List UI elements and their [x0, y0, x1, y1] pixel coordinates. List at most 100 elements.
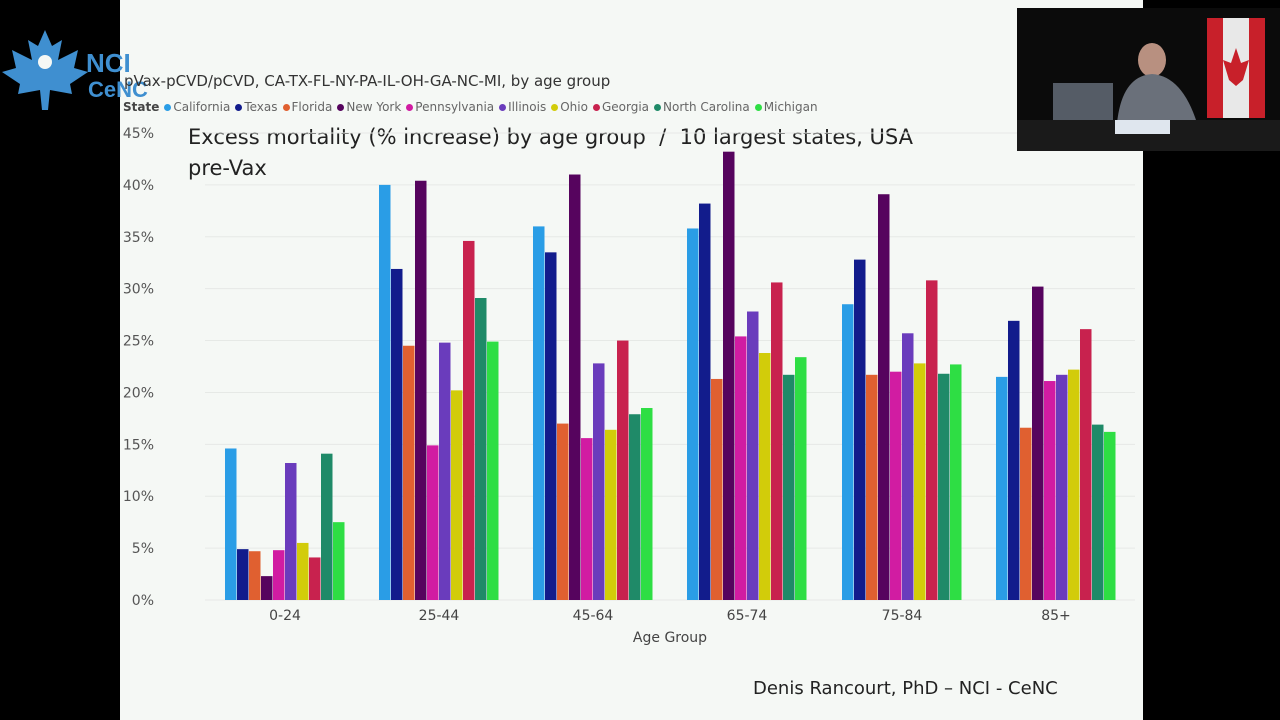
y-tick-label: 20%: [123, 385, 154, 401]
x-tick-label: 85+: [1041, 608, 1071, 624]
bar-michigan-0-24: [333, 522, 345, 600]
legend-label: Georgia: [601, 100, 650, 114]
legend-dot-icon: [406, 103, 414, 111]
bar-georgia-75-84: [926, 280, 938, 600]
legend-item[interactable]: North Carolina: [654, 100, 750, 114]
bar-illinois-25-44: [439, 342, 451, 600]
bar-illinois-85+: [1056, 374, 1068, 600]
bar-california-45-64: [533, 226, 545, 600]
legend-label: Pennsylvania: [415, 100, 495, 114]
chart-title: Excess mortality (% increase) by age gro…: [188, 122, 913, 184]
y-tick-label: 10%: [123, 489, 154, 505]
bar-florida-25-44: [403, 345, 415, 600]
bar-north-carolina-0-24: [321, 453, 333, 600]
bar-ohio-65-74: [759, 353, 771, 600]
chart-title-line2: pre-Vax: [188, 156, 267, 180]
bar-new-york-85+: [1032, 286, 1044, 600]
bar-california-75-84: [842, 304, 854, 600]
bar-georgia-25-44: [463, 240, 475, 600]
x-tick-label: 75-84: [882, 608, 923, 624]
legend-item[interactable]: Michigan: [754, 100, 818, 114]
bar-florida-0-24: [249, 551, 261, 600]
legend-dot-icon: [592, 103, 600, 111]
bar-pennsylvania-85+: [1044, 381, 1056, 600]
legend-label: California: [173, 100, 231, 114]
bar-michigan-25-44: [487, 341, 499, 600]
bar-florida-85+: [1020, 427, 1032, 600]
bar-north-carolina-85+: [1092, 424, 1104, 600]
legend-dot-icon: [282, 103, 290, 111]
footer-credit: Denis Rancourt, PhD – NCI - CeNC: [753, 678, 1058, 699]
bar-new-york-0-24: [261, 576, 273, 600]
bar-florida-45-64: [557, 423, 569, 600]
y-tick-label: 40%: [123, 178, 154, 194]
bar-texas-0-24: [237, 549, 249, 600]
bar-illinois-45-64: [593, 363, 605, 600]
legend-item[interactable]: Ohio: [551, 100, 588, 114]
legend-item[interactable]: Texas: [235, 100, 278, 114]
legend-dot-icon: [164, 103, 172, 111]
bar-michigan-85+: [1104, 431, 1116, 600]
legend-item[interactable]: Illinois: [499, 100, 546, 114]
bar-north-carolina-45-64: [629, 414, 641, 600]
chart-title-line1: Excess mortality (% increase) by age gro…: [188, 125, 914, 149]
legend-item[interactable]: Georgia: [592, 100, 650, 114]
legend-label: North Carolina: [663, 100, 750, 114]
legend-dot-icon: [499, 103, 507, 111]
bar-ohio-25-44: [451, 390, 463, 600]
bar-north-carolina-25-44: [475, 298, 487, 600]
legend-item[interactable]: California: [164, 100, 230, 114]
bar-ohio-0-24: [297, 542, 309, 600]
bar-michigan-65-74: [795, 357, 807, 600]
bar-california-65-74: [687, 228, 699, 600]
chart-subtitle: pVax-pCVD/pCVD, CA-TX-FL-NY-PA-IL-OH-GA-…: [124, 72, 611, 90]
bar-north-carolina-65-74: [783, 374, 795, 600]
bar-new-york-75-84: [878, 194, 890, 600]
x-tick-label: 65-74: [727, 608, 768, 624]
bar-pennsylvania-0-24: [273, 550, 285, 600]
x-tick-label: 45-64: [573, 608, 614, 624]
bar-florida-65-74: [711, 378, 723, 600]
legend-label: New York: [346, 100, 402, 114]
legend-dot-icon: [654, 103, 662, 111]
y-tick-label: 25%: [123, 334, 154, 350]
maple-leaf-icon: [2, 30, 88, 110]
legend-label: Texas: [244, 100, 278, 114]
bar-ohio-75-84: [914, 363, 926, 600]
bar-north-carolina-75-84: [938, 373, 950, 600]
x-tick-label: 25-44: [419, 608, 460, 624]
legend-item[interactable]: Florida: [282, 100, 332, 114]
bar-georgia-45-64: [617, 340, 629, 600]
bar-ohio-45-64: [605, 429, 617, 600]
bar-georgia-65-74: [771, 282, 783, 600]
logo-text-nci: NCI: [86, 48, 131, 78]
legend-item[interactable]: Pennsylvania: [406, 100, 494, 114]
bar-california-0-24: [225, 448, 237, 600]
bar-california-85+: [996, 376, 1008, 600]
bar-texas-45-64: [545, 252, 557, 600]
bar-illinois-65-74: [747, 311, 759, 600]
bar-illinois-75-84: [902, 333, 914, 600]
bar-georgia-85+: [1080, 329, 1092, 600]
bar-pennsylvania-45-64: [581, 438, 593, 600]
nci-logo: NCI CeNC: [0, 28, 205, 113]
logo-text-cenc: CeNC: [88, 77, 148, 102]
bar-pennsylvania-65-74: [735, 336, 747, 600]
legend-label: Illinois: [508, 100, 547, 114]
bar-illinois-0-24: [285, 463, 297, 600]
bar-ohio-85+: [1068, 369, 1080, 600]
bar-texas-75-84: [854, 259, 866, 600]
x-axis-label: Age Group: [633, 630, 707, 646]
legend-dot-icon: [235, 103, 243, 111]
bar-texas-85+: [1008, 320, 1020, 600]
y-tick-label: 5%: [132, 541, 154, 557]
bar-california-25-44: [379, 184, 391, 600]
legend-label: Michigan: [763, 100, 818, 114]
y-tick-label: 15%: [123, 437, 154, 453]
legend-item[interactable]: New York: [337, 100, 401, 114]
y-tick-label: 35%: [123, 230, 154, 246]
bar-pennsylvania-75-84: [890, 371, 902, 600]
x-tick-label: 0-24: [269, 608, 301, 624]
bar-new-york-25-44: [415, 180, 427, 600]
bar-pennsylvania-25-44: [427, 445, 439, 600]
